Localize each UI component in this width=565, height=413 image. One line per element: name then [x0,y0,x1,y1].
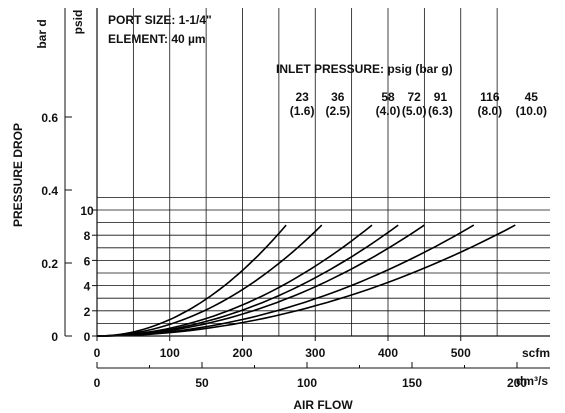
series-label-psig: 36 [331,90,345,104]
y-tick-label-bar: 0 [51,330,58,344]
y-tick-label-psid: 10 [80,204,94,218]
x-tick-label-scfm: 300 [305,346,325,360]
series-label-bar: (2.5) [325,104,350,118]
series-label-bar: (1.6) [290,104,315,118]
series-label-bar: (8.0) [478,104,503,118]
x-tick-label-dm3s: 100 [297,376,317,390]
series-labels: 23(1.6) 36(2.5) 58(4.0) 72(5.0) 91(6.3) 116(8… [290,90,547,118]
x-tick-label-scfm: 100 [160,346,180,360]
series-label-bar: (10.0) [516,104,547,118]
y-tick-label-psid: 0 [84,330,91,344]
series-label-psig: 45 [525,90,539,104]
legend-title: INLET PRESSURE: psig (bar g) [276,62,453,76]
curve-36-psig [96,224,323,337]
x-tick-label-dm3s: 0 [94,376,101,390]
y-unit-psid: psid [71,10,85,35]
x-tick-label-dm3s: 200 [507,376,527,390]
series-label-bar: (4.0) [376,104,401,118]
x-tick-label-dm3s: 50 [195,376,209,390]
x-tick-label-scfm: 200 [232,346,252,360]
element-note: ELEMENT: 40 µm [108,32,206,46]
tick-marks [65,116,518,368]
x-tick-label-scfm: 0 [94,346,101,360]
series-label-bar: (5.0) [402,104,427,118]
x-unit-scfm: scfm [522,346,550,360]
series-label-psig: 72 [408,90,422,104]
curve-116-psig [96,224,475,337]
y-tick-label-bar: 0.6 [41,111,58,125]
curve-72-psig [96,224,399,337]
series-label-psig: 91 [434,90,448,104]
y-tick-label-psid: 2 [84,305,91,319]
curve-45-psig [96,224,516,337]
x-unit-dm3s: dm³/s [516,374,548,388]
y-tick-label-bar: 0.4 [41,184,58,198]
series-label-bar: (6.3) [428,104,453,118]
y-unit-bar: bar d [35,19,49,48]
x-axis-title: AIR FLOW [293,398,353,412]
series-label-psig: 116 [480,90,500,104]
y-tick-label-psid: 6 [84,254,91,268]
x-tick-label-scfm: 400 [378,346,398,360]
curve-23-psig [96,224,287,337]
curve-58-psig [96,224,373,337]
x-tick-label-dm3s: 150 [402,376,422,390]
flow-curves [96,224,516,337]
y-tick-label-bar: 0.2 [41,257,58,271]
y-tick-label-psid: 8 [84,229,91,243]
y-axis-title: PRESSURE DROP [11,123,25,227]
series-label-psig: 23 [295,90,309,104]
y-tick-label-psid: 4 [84,280,91,294]
grid [97,8,550,336]
port-size-note: PORT SIZE: 1-1/4" [108,13,212,27]
x-tick-label-scfm: 500 [451,346,471,360]
series-label-psig: 58 [381,90,395,104]
